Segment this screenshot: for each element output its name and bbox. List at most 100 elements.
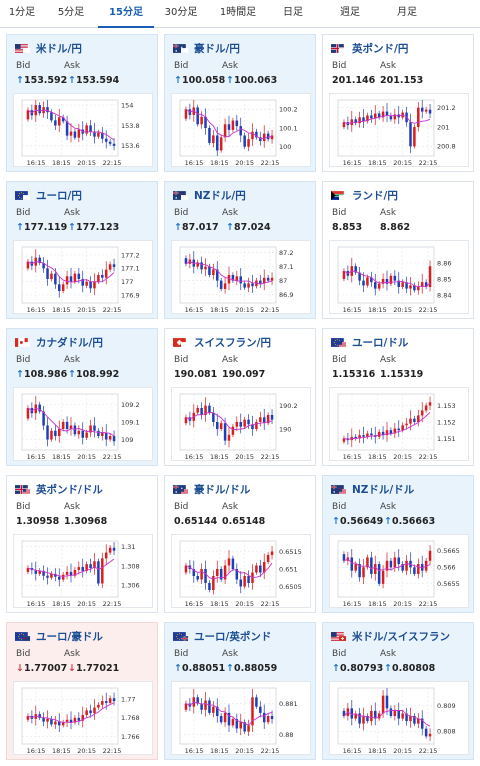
- candle-body: [38, 714, 41, 718]
- chart-frame[interactable]: 16:15 18:15 20:15 22:15 0.5665 0.566 0.5655: [329, 534, 469, 608]
- pair-title-link[interactable]: NZドル/円: [173, 188, 246, 202]
- chart-frame[interactable]: 16:15 18:15 20:15 22:15 0.809 0.808: [329, 681, 469, 755]
- tab-2[interactable]: 5分足: [57, 7, 85, 18]
- ask-value: ↑100.063: [226, 75, 277, 86]
- tab-3[interactable]: 15分足: [98, 0, 154, 28]
- candle-body: [73, 717, 77, 723]
- chart-frame[interactable]: 16:15 18:15 20:15 22:15 201.2 201 200.8: [329, 93, 469, 167]
- arrow-up-icon: ↑: [16, 369, 24, 380]
- ask-value: 1.15319: [380, 369, 423, 380]
- chart-frame[interactable]: 16:15 18:15 20:15 22:15 190.2 190: [171, 387, 311, 461]
- candle-body: [101, 701, 104, 705]
- rate-card[interactable]: カナダドル/円 Bid Ask ↑108.986 ↑108.992 16:15 18:15 2…: [6, 328, 158, 466]
- pair-title-link[interactable]: スイスフラン/円: [173, 335, 271, 349]
- chart-frame[interactable]: 16:15 18:15 20:15 22:15 177.2 177.1 177 176.9: [13, 240, 153, 314]
- pair-title-link[interactable]: 英ポンド/ドル: [15, 482, 103, 496]
- chart-frame[interactable]: 16:15 18:15 20:15 22:15 100.2 100.1 100: [171, 93, 311, 167]
- tab-7[interactable]: 週足: [340, 7, 360, 18]
- candle-body: [255, 280, 258, 287]
- candle-body: [77, 567, 81, 570]
- rate-card[interactable]: ランド/円 Bid Ask 8.853 8.862 16:15 18:15 20:15 22:1…: [322, 181, 474, 319]
- rate-card[interactable]: ユーロ/英ポンド Bid Ask ↑0.88051 ↑0.88059 16:15 18:15…: [164, 622, 316, 760]
- candle-body: [104, 138, 108, 142]
- y-tick-label: 0.881: [279, 700, 298, 708]
- x-tick-label: 18:15: [368, 159, 387, 167]
- chart-frame[interactable]: 16:15 18:15 20:15 22:15 87.2 87.1 87 86.9: [171, 240, 311, 314]
- pair-title-link[interactable]: ランド/円: [331, 188, 398, 202]
- candle-body: [358, 272, 361, 281]
- candle-body: [112, 264, 116, 267]
- rate-card[interactable]: 米ドル/円 Bid Ask ↑153.592 ↑153.594 16:15 18:15 20:…: [6, 34, 158, 172]
- pair-title-link[interactable]: 米ドル/スイスフラン: [331, 629, 450, 643]
- rate-card[interactable]: スイスフラン/円 Bid Ask 190.081 190.097 16:15 18:15 20…: [164, 328, 316, 466]
- candle-body: [104, 552, 108, 559]
- x-tick-label: 18:15: [210, 747, 229, 755]
- candle-body: [108, 141, 112, 144]
- pair-title-link[interactable]: 豪ドル/円: [173, 41, 240, 55]
- candle-body: [42, 263, 45, 269]
- chart-frame[interactable]: 16:15 18:15 20:15 22:15 109.2 109.1 109: [13, 387, 153, 461]
- pair-title-link[interactable]: ユーロ/ドル: [331, 335, 408, 349]
- tab-4[interactable]: 30分足: [164, 7, 198, 18]
- tab-6[interactable]: 日足: [283, 7, 303, 18]
- chart-frame[interactable]: 16:15 18:15 20:15 22:15 1.77 1.768 1.766: [13, 681, 153, 755]
- candle-body: [61, 574, 65, 580]
- pair-title-link[interactable]: ユーロ/豪ドル: [15, 629, 103, 643]
- rate-card[interactable]: NZドル/ドル Bid Ask ↑0.56649 ↑0.56663 16:15 18:15 2…: [322, 475, 474, 613]
- pair-title-link[interactable]: NZドル/ドル: [331, 482, 414, 496]
- candle-body: [69, 571, 73, 576]
- y-tick-label: 0.6505: [279, 583, 302, 591]
- rate-card[interactable]: ユーロ/円 Bid Ask ↑177.119 ↑177.123 16:15 18:15 20:…: [6, 181, 158, 319]
- candle-body: [259, 137, 262, 142]
- candle-body: [34, 569, 38, 574]
- chart-frame[interactable]: 16:15 18:15 20:15 22:15 8.86 8.85 8.84: [329, 240, 469, 314]
- rate-card[interactable]: 豪ドル/ドル Bid Ask 0.65144 0.65148 16:15 18:15 20:1…: [164, 475, 316, 613]
- ask-value-text: 87.024: [233, 222, 271, 233]
- y-tick-label: 87.1: [279, 263, 293, 271]
- candle-body: [219, 716, 223, 723]
- candle-body: [413, 285, 416, 291]
- candle-body: [69, 131, 73, 136]
- chart-frame[interactable]: 16:15 18:15 20:15 22:15 1.31 1.308 1.306: [13, 534, 153, 608]
- pair-title-link[interactable]: ユーロ/円: [15, 188, 82, 202]
- candle-body: [247, 419, 250, 425]
- candlestick-chart: 16:15 18:15 20:15 22:15 87.2 87.1 87 86.9: [179, 246, 293, 314]
- candle-body: [77, 273, 81, 279]
- candle-body: [342, 271, 346, 279]
- tab-1[interactable]: 1分足: [8, 7, 36, 18]
- rate-card[interactable]: ユーロ/ドル Bid Ask 1.15316 1.15319 16:15 18:15 20:1…: [322, 328, 474, 466]
- candle-body: [73, 425, 77, 435]
- candle-body: [81, 567, 84, 571]
- ask-label: Ask: [64, 208, 81, 218]
- candle-body: [243, 135, 246, 147]
- chart-frame[interactable]: 16:15 18:15 20:15 22:15 154 153.8 153.6: [13, 93, 153, 167]
- candle-body: [216, 422, 219, 429]
- rate-card[interactable]: NZドル/円 Bid Ask ↑87.017 ↑87.024 16:15 18:15 20:1…: [164, 181, 316, 319]
- rate-card[interactable]: 英ポンド/円 Bid Ask 201.146 201.153 16:15 18:15 20:1…: [322, 34, 474, 172]
- chart-frame[interactable]: 16:15 18:15 20:15 22:15 0.6515 0.651 0.6505: [171, 534, 311, 608]
- pair-title-link[interactable]: 英ポンド/円: [331, 41, 408, 55]
- tab-5[interactable]: 1時間足: [219, 7, 257, 18]
- pair-title-link[interactable]: カナダドル/円: [15, 335, 103, 349]
- rate-card[interactable]: 英ポンド/ドル Bid Ask 1.30958 1.30968 16:15 18:15 20:…: [6, 475, 158, 613]
- gb-flag-icon: [331, 43, 347, 53]
- tab-8[interactable]: 月足: [397, 7, 417, 18]
- rate-card[interactable]: ユーロ/豪ドル Bid Ask ↓1.77007 ↓1.77021 16:15 18:15 2…: [6, 622, 158, 760]
- pair-title-link[interactable]: 豪ドル/ドル: [173, 482, 250, 496]
- rate-card[interactable]: 米ドル/スイスフラン Bid Ask ↑0.80793 ↑0.80808 16:15 18:…: [322, 622, 474, 760]
- candlestick-chart: 16:15 18:15 20:15 22:15 154 153.8 153.6: [21, 99, 140, 167]
- pair-title-link[interactable]: 米ドル/円: [15, 41, 82, 55]
- ask-value-text: 1.77021: [75, 663, 120, 674]
- candle-body: [235, 276, 239, 281]
- rate-card[interactable]: 豪ドル/円 Bid Ask ↑100.058 ↑100.063 16:15 18:15 20:…: [164, 34, 316, 172]
- candle-body: [216, 269, 219, 281]
- candle-body: [97, 275, 100, 282]
- ca-flag-icon: [15, 337, 31, 347]
- chart-frame[interactable]: 16:15 18:15 20:15 22:15 0.881 0.88: [171, 681, 311, 755]
- bid-value-text: 201.146: [332, 75, 376, 86]
- nz-us-flag-icon: [331, 484, 347, 494]
- pair-title-link[interactable]: ユーロ/英ポンド: [173, 629, 271, 643]
- x-tick-label: 18:15: [210, 600, 229, 608]
- chart-frame[interactable]: 16:15 18:15 20:15 22:15 1.153 1.152 1.151: [329, 387, 469, 461]
- candle-body: [89, 425, 92, 433]
